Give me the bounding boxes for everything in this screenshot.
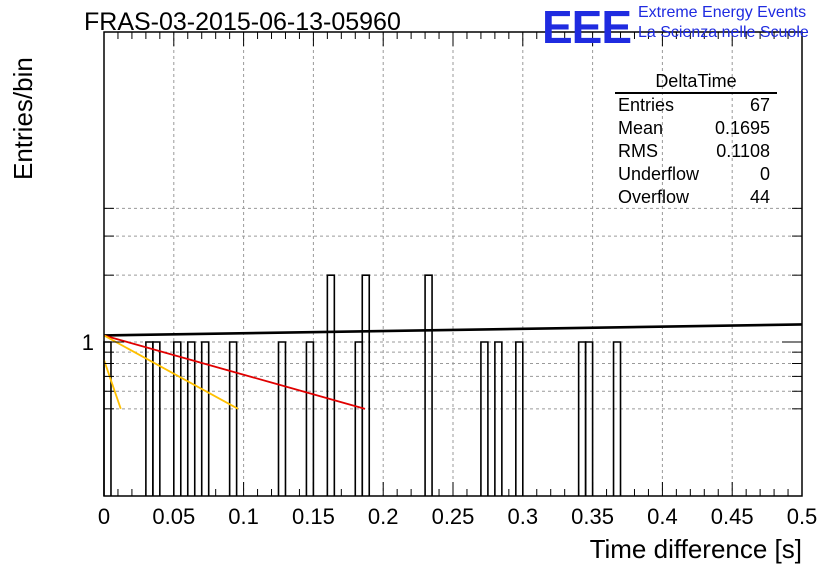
stats-box: DeltaTime Entries 67 Mean 0.1695 RMS 0.1…	[612, 70, 780, 209]
x-axis-ticks: 0 0.05 0.1 0.15 0.2 0.25 0.3 0.35 0.4 0.45 0.5	[98, 32, 817, 529]
stats-row-entries: Entries 67	[612, 94, 780, 117]
fit-curve	[103, 359, 122, 410]
histogram-bar	[326, 274, 336, 496]
histogram-bar	[354, 341, 364, 496]
x-tick-label: 0.1	[228, 504, 259, 529]
fit-curves	[103, 323, 803, 410]
stats-value: 0	[759, 164, 770, 184]
stats-row-mean: Mean 0.1695	[612, 117, 780, 140]
x-tick-label: 0.45	[711, 504, 754, 529]
stats-value: 67	[749, 95, 770, 115]
stats-row-overflow: Overflow 44	[612, 186, 780, 209]
stats-box-title: DeltaTime	[615, 70, 777, 94]
stats-value: 44	[749, 187, 770, 207]
stats-value: 0.1108	[716, 141, 770, 161]
x-tick-label: 0	[98, 504, 110, 529]
logo-line-2: La Scienza nelle Scuole	[638, 24, 809, 41]
stats-value: 0.1695	[714, 118, 770, 138]
fit-curve	[103, 334, 239, 410]
histogram-bar	[145, 341, 154, 496]
stats-row-rms: RMS 0.1108	[612, 140, 780, 163]
histogram-bar	[228, 341, 238, 496]
histogram-bar	[186, 341, 196, 496]
y-tick-label: 1	[82, 330, 94, 355]
x-tick-label: 0.25	[432, 504, 475, 529]
histogram-bar	[200, 341, 210, 496]
x-tick-label: 0.3	[508, 504, 539, 529]
histogram-bar	[612, 341, 622, 496]
eee-logo: EEE	[542, 1, 632, 53]
histogram-bar	[494, 341, 503, 496]
histogram-bar	[173, 341, 182, 496]
histogram-bar	[361, 274, 371, 496]
histogram-bar	[577, 341, 587, 496]
x-tick-label: 0.05	[152, 504, 195, 529]
histogram-bar	[515, 341, 524, 496]
histogram-bars	[103, 274, 622, 496]
histogram-bar	[480, 341, 489, 496]
stats-label: Underflow	[618, 164, 700, 184]
stats-label: Mean	[618, 118, 664, 138]
stats-row-underflow: Underflow 0	[612, 163, 780, 186]
histogram-bar	[277, 341, 287, 496]
logo-line-1: Extreme Energy Events	[638, 4, 807, 21]
chart-title: FRAS-03-2015-06-13-05960	[84, 8, 401, 36]
y-axis-label: Entries/bin	[8, 57, 38, 180]
stats-label: RMS	[618, 141, 658, 161]
histogram-bar	[152, 341, 161, 496]
fit-curve	[103, 323, 803, 337]
stats-label: Overflow	[618, 187, 690, 207]
stats-label: Entries	[618, 95, 675, 115]
histogram-bar	[305, 341, 315, 496]
x-axis-label: Time difference [s]	[589, 534, 802, 564]
x-tick-label: 0.5	[787, 504, 818, 529]
x-tick-label: 0.4	[647, 504, 678, 529]
y-axis-ticks: 1	[82, 207, 802, 410]
x-tick-label: 0.2	[368, 504, 399, 529]
x-tick-label: 0.35	[571, 504, 614, 529]
histogram-bar	[424, 274, 433, 496]
histogram-bar	[584, 341, 594, 496]
x-tick-label: 0.15	[292, 504, 335, 529]
fit-curve	[103, 334, 366, 410]
